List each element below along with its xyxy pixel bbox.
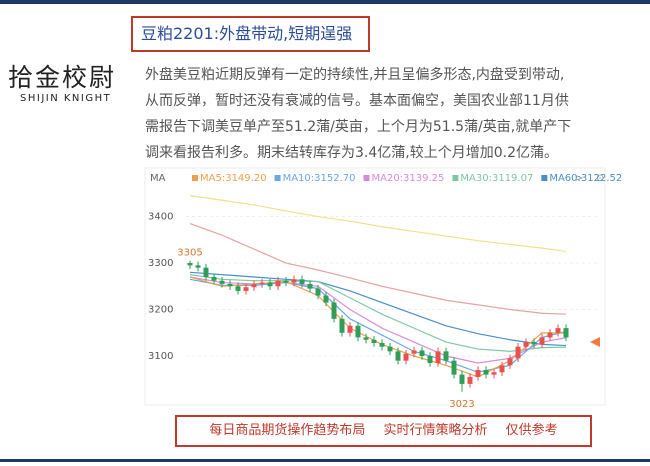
paragraph-line: 调来看报告利多。期末结转库存为3.4亿蒲,较上个月增加0.2亿蒲。 xyxy=(145,145,558,161)
candle-body xyxy=(315,288,321,296)
candle-body xyxy=(411,350,417,354)
candle-body xyxy=(483,369,489,375)
legend-swatch xyxy=(363,175,370,181)
candle-body xyxy=(371,339,377,343)
legend-swatch xyxy=(192,175,198,181)
candle-body xyxy=(467,376,473,384)
y-tick-label: 3100 xyxy=(148,351,173,362)
candle-body xyxy=(547,332,553,338)
legend-swatch xyxy=(452,175,459,181)
candle-body xyxy=(563,328,569,338)
nav-arrow: > xyxy=(575,173,583,184)
candle-body xyxy=(187,263,193,266)
ma-line xyxy=(189,222,567,315)
candle-body xyxy=(443,351,449,361)
candle-body xyxy=(427,356,433,363)
candle-body xyxy=(451,360,457,375)
candle-body xyxy=(507,358,513,366)
candle-body xyxy=(459,374,465,384)
candle-body xyxy=(555,328,561,333)
paragraph: 外盘美豆粕近期反弹有一定的持续性,并且呈偏多形态,内盘受到带动, 从而反弹，暂时还… xyxy=(145,62,605,166)
y-tick-label: 3300 xyxy=(148,258,173,269)
candle-body xyxy=(283,280,289,283)
candle-body xyxy=(211,276,217,281)
candle-body xyxy=(219,280,225,284)
candle-body xyxy=(355,325,361,338)
candle-body xyxy=(475,369,481,377)
candle-body xyxy=(499,365,505,373)
candle-body xyxy=(299,279,305,284)
title: 豆粕2201:外盘带动,短期逞强 xyxy=(131,16,370,52)
price-marker xyxy=(590,337,600,347)
annotation: 3023 xyxy=(449,399,474,410)
candle-body xyxy=(379,342,385,347)
candle-body xyxy=(531,342,537,345)
candle-body xyxy=(291,279,297,283)
legend-entry: MA30:3119.07 xyxy=(460,173,533,184)
candle-body xyxy=(523,342,529,347)
candle-body xyxy=(323,295,329,303)
candle-body xyxy=(419,350,425,357)
candle-body xyxy=(363,337,369,340)
candle-body xyxy=(539,337,545,345)
candle-body xyxy=(515,346,521,359)
candle-body xyxy=(403,353,409,361)
ma-line xyxy=(189,195,567,253)
candle-body xyxy=(267,282,273,287)
candle-body xyxy=(203,267,209,277)
legend-entry: MA10:3152.70 xyxy=(283,173,356,184)
legend-entry: MA5:3149.20 xyxy=(200,173,267,184)
legend-label: MA xyxy=(150,173,166,184)
ma-line xyxy=(189,271,567,347)
candle-body xyxy=(339,318,345,333)
footer-box: 每日商品期货操作趋势布局 实时行情策略分析 仅供参考 xyxy=(175,415,592,447)
paragraph-line: 外盘美豆粕近期反弹有一定的持续性,并且呈偏多形态,内盘受到带动, xyxy=(145,67,565,83)
candle-body xyxy=(331,302,337,319)
logo-subtitle: SHIJIN KNIGHT xyxy=(20,93,112,104)
candle-body xyxy=(435,351,441,363)
logo: 拾金校尉 xyxy=(8,63,117,92)
bottom-rule xyxy=(0,459,650,462)
candle-body xyxy=(491,372,497,375)
candle-body xyxy=(307,283,313,289)
candle-body xyxy=(235,286,241,291)
top-rule xyxy=(0,0,650,4)
candle-body xyxy=(259,282,265,284)
candle-body xyxy=(395,351,401,361)
candle-body xyxy=(387,346,393,352)
legend-swatch xyxy=(274,175,281,181)
candle-body xyxy=(251,283,257,288)
candle-body xyxy=(347,325,353,333)
nav-icon: ⊙ xyxy=(596,173,604,184)
candle-body xyxy=(275,280,281,287)
y-tick-label: 3400 xyxy=(148,212,173,223)
y-tick-label: 3200 xyxy=(148,305,173,316)
annotation: 3305 xyxy=(177,248,202,259)
chart-frame xyxy=(144,167,606,406)
legend-entry: MA20:3139.25 xyxy=(371,173,444,184)
candle-body xyxy=(227,283,233,287)
legend-entry: MA60:3122.52 xyxy=(549,173,622,184)
paragraph-line: 需报告下调美豆单产至51.2蒲/英亩，上个月为51.5蒲/英亩,就单产下 xyxy=(145,119,572,135)
paragraph-line: 从而反弹，暂时还没有衰减的信号。基本面偏空，美国农业部11月供 xyxy=(145,93,569,109)
candle-body xyxy=(243,287,249,291)
candle-body xyxy=(195,265,201,268)
legend-swatch xyxy=(541,175,548,181)
